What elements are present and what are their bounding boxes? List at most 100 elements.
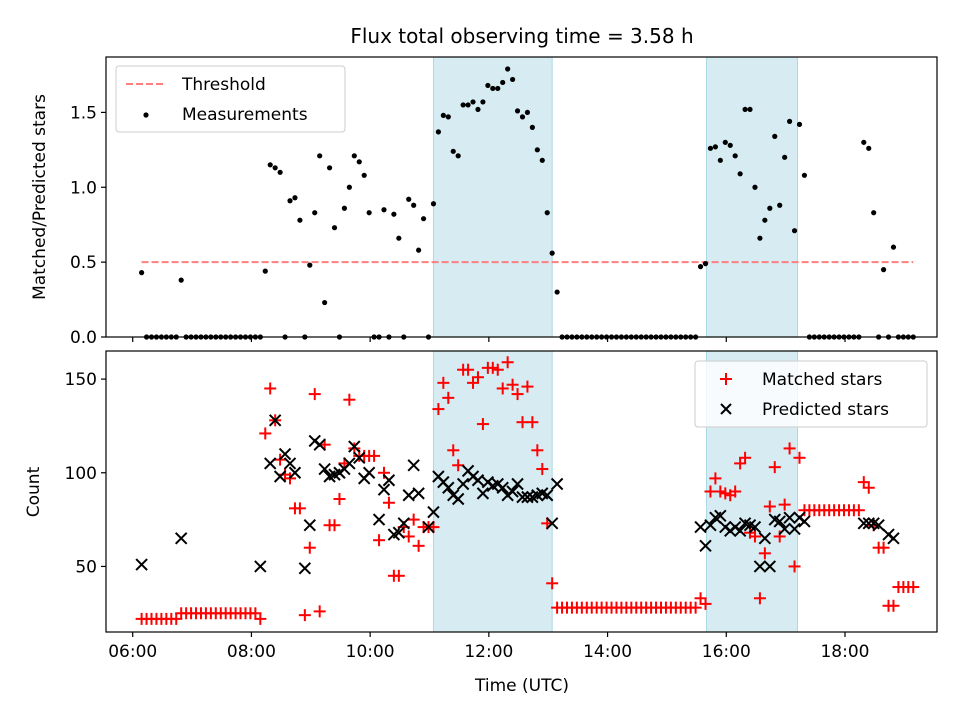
measurements-point — [534, 147, 540, 153]
predicted-stars-point-b — [343, 457, 356, 470]
matched-stars-point — [412, 539, 425, 552]
measurements-point — [292, 195, 298, 201]
measurements-point — [871, 210, 877, 216]
x-tick-label: 12:00 — [464, 642, 513, 662]
predicted-stars-point-b — [748, 520, 762, 534]
measurements-point — [737, 171, 743, 177]
matched-stars-point — [407, 513, 420, 526]
predicted-stars-point — [264, 457, 277, 470]
measurements-point — [297, 217, 303, 223]
predicted-stars-point — [714, 509, 727, 523]
x-tick-label: 08:00 — [227, 642, 276, 662]
predicted-stars-point — [758, 532, 772, 545]
predicted-stars-point-b — [451, 492, 465, 506]
measurements-point — [519, 114, 526, 120]
predicted-stars-point-b — [397, 517, 410, 530]
predicted-stars-point — [382, 474, 396, 487]
predicted-stars-point-b — [377, 483, 391, 496]
matched-stars-point — [531, 444, 544, 457]
matched-stars-point — [783, 442, 796, 455]
predicted-stars-point-b — [506, 485, 519, 498]
matched-stars-point — [333, 492, 346, 505]
predicted-stars-point — [303, 519, 316, 532]
predicted-stars-point-b — [545, 517, 559, 530]
bottom-y-tick-label: 100 — [65, 464, 97, 484]
predicted-stars-point — [733, 524, 747, 538]
predicted-stars-point-b — [412, 487, 425, 500]
predicted-stars-point — [372, 513, 386, 526]
matched-stars-point — [298, 609, 311, 622]
matched-stars-point — [254, 612, 267, 625]
measurements-point — [861, 139, 867, 145]
matched-stars-point — [452, 459, 465, 472]
predicted-stars-point-b — [318, 462, 331, 476]
predicted-stars-point-b — [362, 466, 376, 479]
top-legend: Threshold Measurements — [115, 65, 346, 133]
predicted-stars-point — [427, 505, 440, 519]
measurements-point — [712, 144, 719, 150]
measurements-point — [549, 250, 555, 256]
x-tick-label: 18:00 — [820, 642, 869, 662]
measurements-point — [505, 66, 511, 72]
predicted-stars-point-b — [773, 515, 786, 528]
matched-legend-label: Matched stars — [762, 370, 882, 390]
measurements-point — [267, 162, 273, 168]
predicted-stars-point-b — [516, 490, 529, 504]
predicted-stars-point-b — [857, 517, 870, 530]
matched-stars-point — [536, 463, 549, 476]
predicted-stars-point-b — [456, 477, 470, 491]
matched-stars-point — [862, 481, 875, 494]
measurements-point — [366, 210, 372, 216]
matched-stars-point — [308, 388, 321, 401]
top-shaded-interval-1 — [705, 56, 799, 338]
predicted-stars-point-b — [268, 414, 282, 427]
predicted-stars-point — [471, 474, 485, 487]
predicted-stars-point — [174, 532, 188, 545]
measurements-point — [757, 235, 763, 241]
matched-stars-point — [689, 601, 702, 614]
predicted-stars-point — [550, 477, 564, 491]
matched-stars-point — [496, 382, 509, 395]
predicted-stars-point — [545, 517, 559, 530]
predicted-stars-point-b — [348, 440, 361, 453]
predicted-stars-point-b — [135, 558, 148, 571]
bottom-legend-box — [694, 360, 928, 428]
predicted-stars-point — [521, 490, 534, 504]
measurements-point — [272, 165, 278, 171]
matched-stars-point — [739, 451, 752, 464]
predicted-stars-point-b — [714, 509, 727, 523]
predicted-stars-point — [704, 519, 717, 532]
measurements-point — [396, 235, 402, 241]
matched-stars-point — [788, 560, 801, 573]
predicted-stars-point-b — [174, 532, 188, 545]
matched-stars-point — [447, 444, 460, 457]
matched-stars-point — [526, 416, 539, 429]
x-tick-label: 10:00 — [346, 642, 395, 662]
predicted-stars-point — [476, 487, 490, 500]
predicted-stars-point — [456, 477, 470, 491]
predicted-stars-point-b — [264, 457, 277, 470]
matched-stars-point — [328, 519, 341, 532]
x-tick-label: 14:00 — [583, 642, 632, 662]
measurements-point — [262, 268, 268, 274]
measurements-point — [475, 106, 481, 113]
matched-stars-point — [763, 500, 776, 513]
measurements-point — [139, 270, 145, 276]
measurements-point — [524, 109, 531, 116]
matched-stars-point — [491, 363, 504, 376]
matched-stars-point — [442, 391, 455, 404]
predicted-stars-point-b — [476, 487, 490, 500]
matched-stars-point — [264, 382, 277, 395]
predicted-stars-point — [377, 483, 391, 496]
measurements-point — [554, 289, 560, 295]
bottom-legend: Matched stars Predicted stars — [694, 360, 928, 428]
predicted-stars-point-b — [298, 562, 312, 575]
top-shaded-interval-0 — [432, 56, 553, 338]
predicted-stars-point — [511, 477, 524, 491]
measurements-point — [381, 207, 387, 213]
matched-stars-point — [773, 530, 786, 543]
predicted-stars-point — [748, 520, 762, 534]
matched-stars-point — [392, 569, 405, 582]
chart-title: Flux total observing time = 3.58 h — [350, 24, 693, 48]
predicted-stars-point — [273, 470, 287, 483]
